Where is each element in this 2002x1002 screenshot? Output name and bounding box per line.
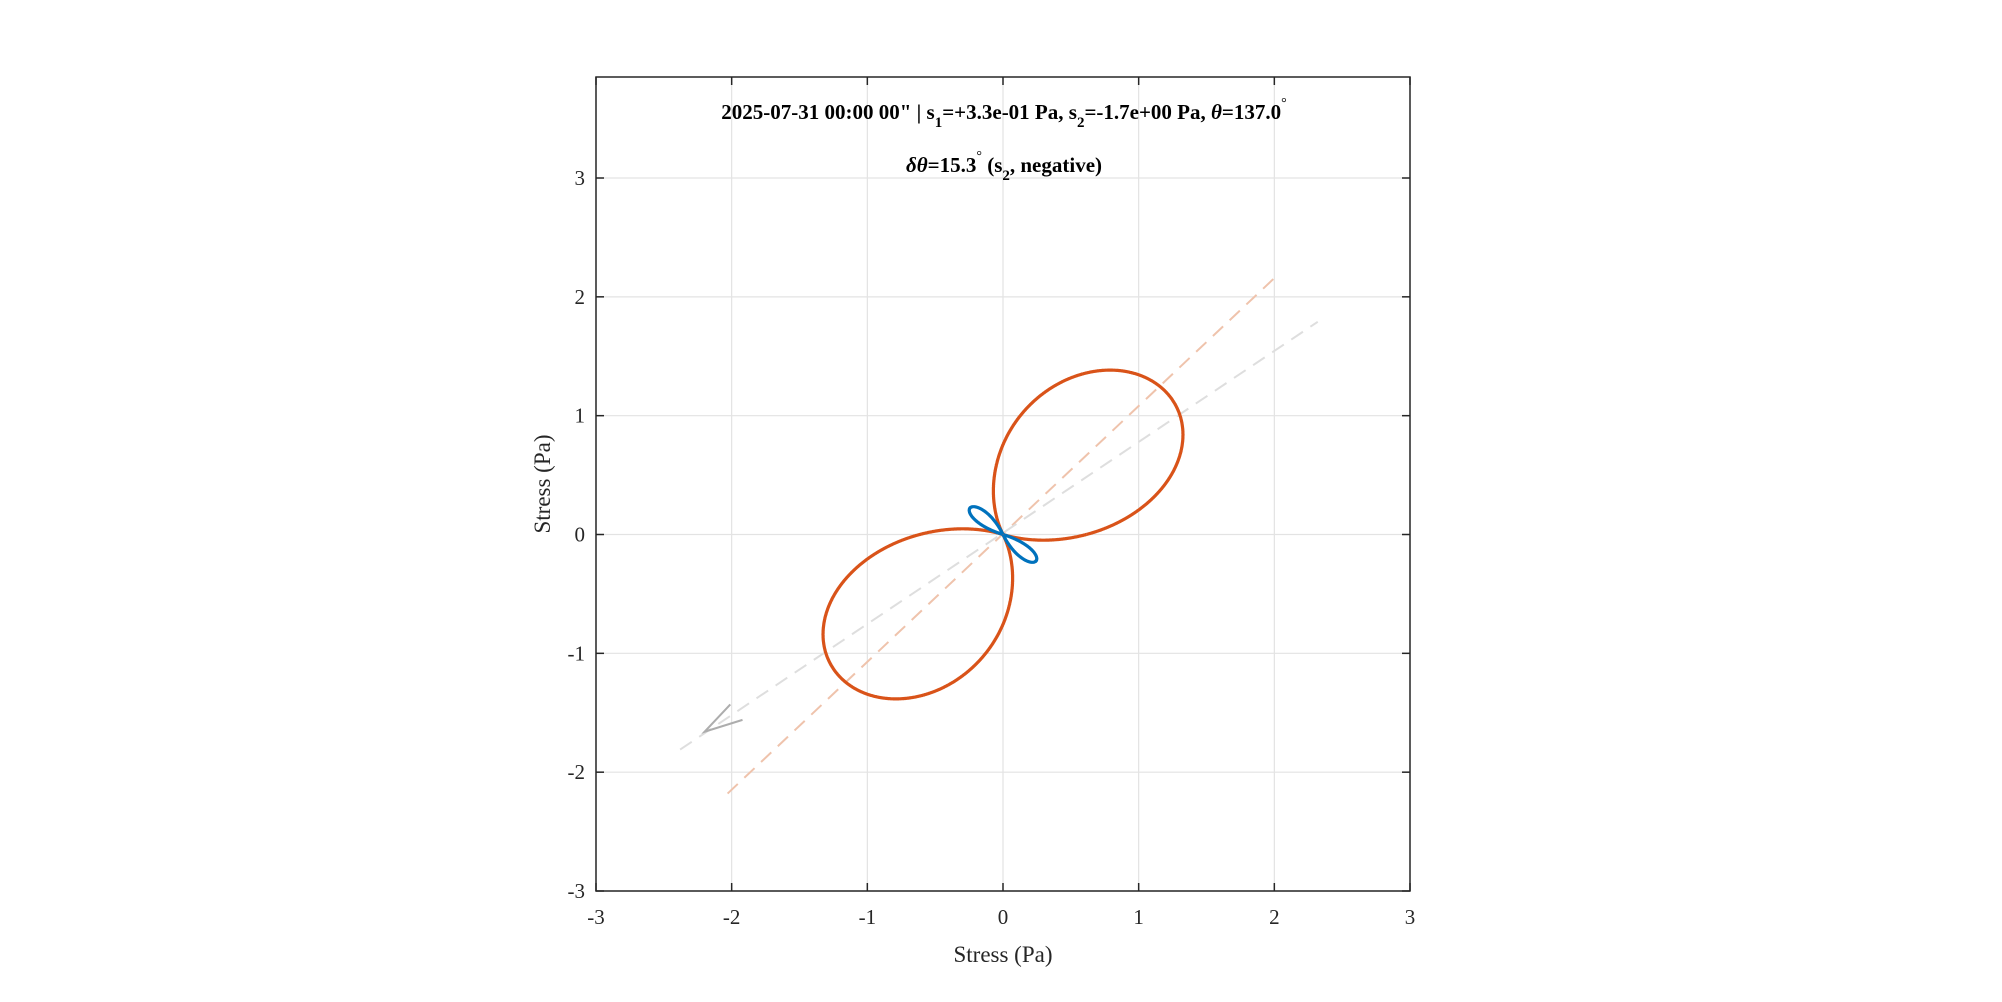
arrow-head [701, 703, 743, 734]
x-tick-label: 3 [1405, 905, 1416, 929]
chart-title-line2: δθ=15.3° (s2, negative) [906, 149, 1102, 184]
y-tick-label: -1 [568, 641, 586, 665]
x-axis-label: Stress (Pa) [953, 942, 1052, 967]
y-tick-label: 1 [575, 404, 586, 428]
positive-stress-curve [967, 505, 1005, 536]
y-axis-label: Stress (Pa) [530, 434, 555, 533]
y-tick-label: 3 [575, 166, 586, 190]
x-tick-label: 0 [998, 905, 1009, 929]
dashed-direction-line [679, 320, 1319, 751]
negative-stress-curve [821, 527, 1015, 701]
grid [595, 77, 1411, 892]
x-tick-label: -3 [587, 905, 605, 929]
x-tick-label: 2 [1269, 905, 1280, 929]
negative-stress-curve [991, 368, 1185, 537]
x-tick-label: -1 [859, 905, 877, 929]
x-tick-label: -2 [723, 905, 741, 929]
y-tick-label: -2 [568, 760, 586, 784]
plot-marks [679, 273, 1319, 795]
x-tick-label: 1 [1133, 905, 1144, 929]
y-tick-label: 2 [575, 285, 586, 309]
y-tick-label: -3 [568, 879, 586, 903]
chart-title-line1: 2025-07-31 00:00 00" | s1=+3.3e-01 Pa, s… [721, 96, 1287, 131]
y-tick-label: 0 [575, 523, 586, 547]
positive-stress-curve [1001, 533, 1039, 564]
ticks: -3 -2 -1 0 1 2 3 -3 -2 -1 0 1 2 3 [568, 77, 1416, 929]
